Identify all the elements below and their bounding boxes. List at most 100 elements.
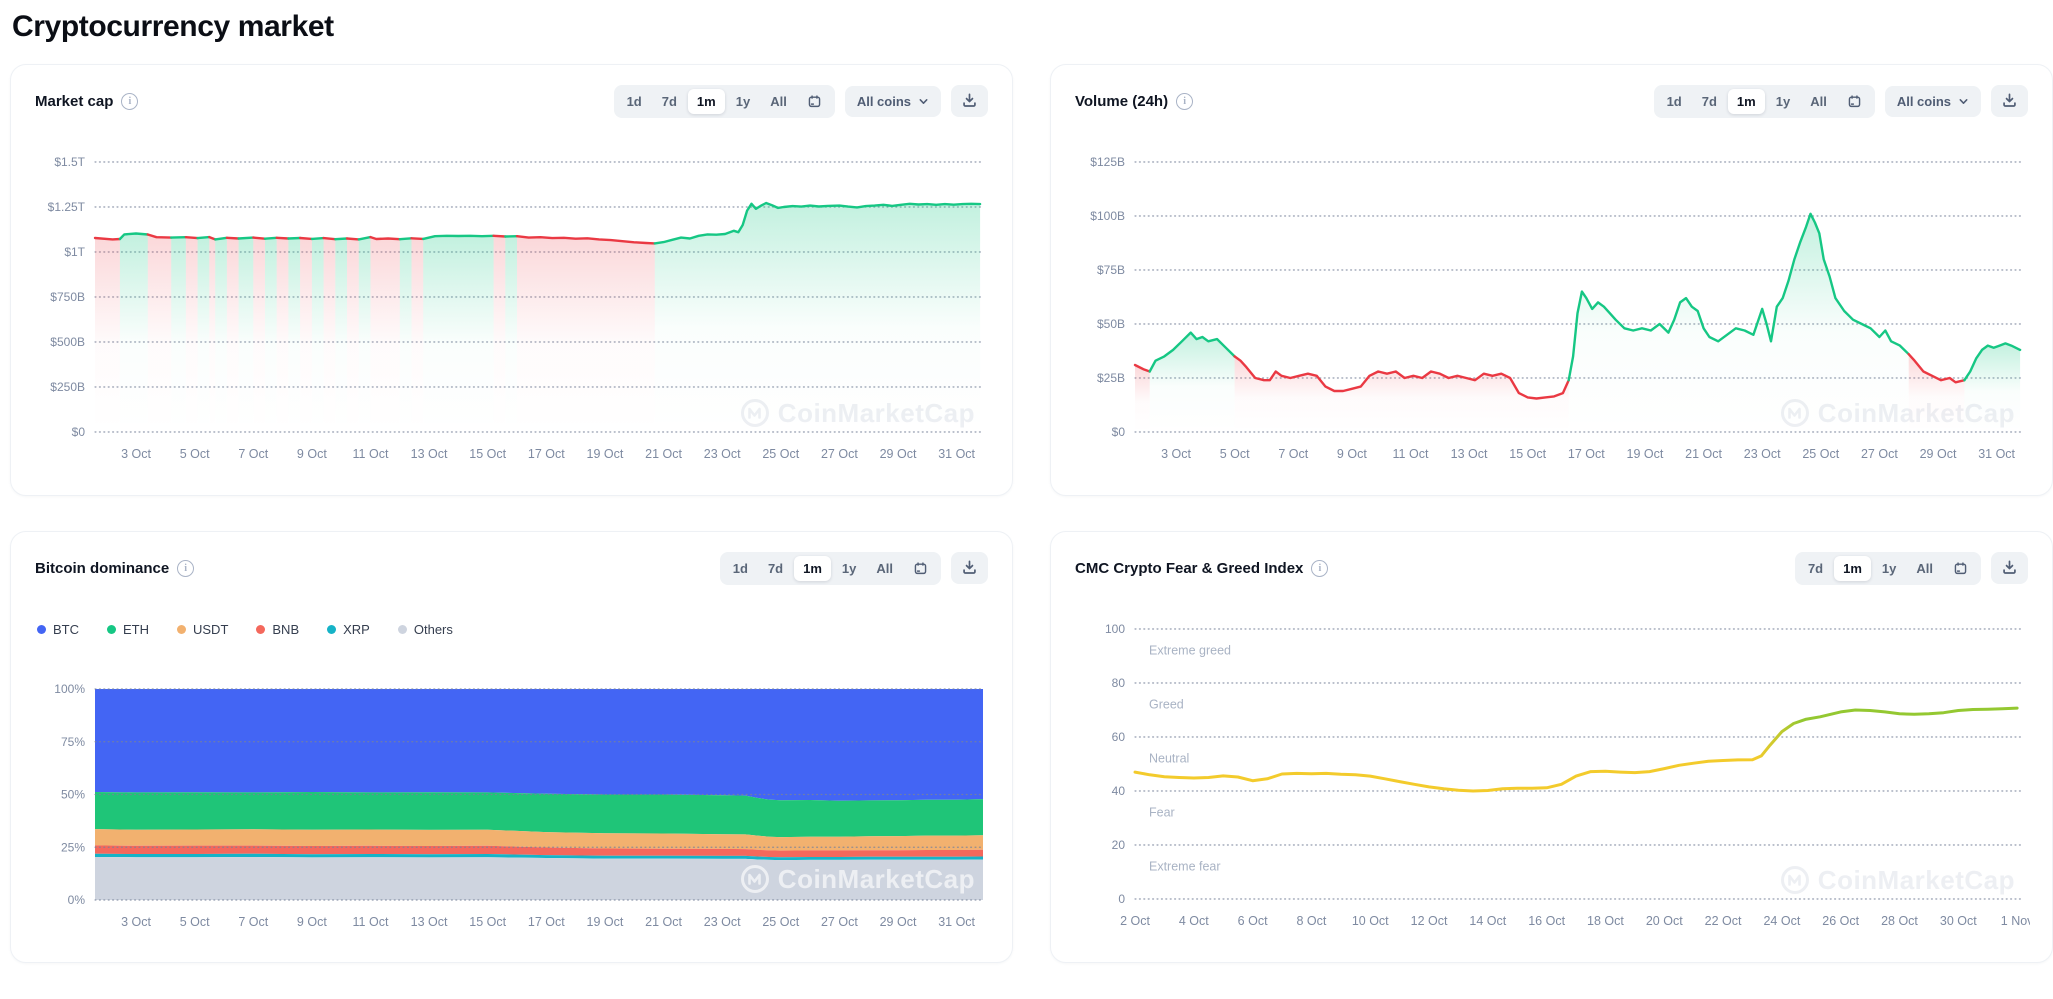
x-axis-label: 17 Oct [528, 447, 565, 461]
btc-dominance-chart[interactable]: CoinMarketCap 100% 75% 50% 25% 0% 3 Oct 5 Oct 7 … [35, 662, 988, 947]
y-axis-label: 60 [1112, 730, 1126, 744]
fear-greed-chart[interactable]: CoinMarketCap 100 80 60 40 20 0 2 Oct 4 Oct 6 Oct… [1075, 592, 2034, 952]
market-cap-chart[interactable]: CoinMarketCap$1.5T$1.25T$1T$750B$500B$25… [35, 125, 988, 485]
range-button-7d[interactable]: 7d [1799, 556, 1832, 581]
line-up-segment [118, 232, 150, 241]
y-axis-label: 80 [1112, 676, 1126, 690]
calendar-button[interactable] [1944, 556, 1977, 581]
range-button-1m[interactable]: 1m [1834, 555, 1871, 581]
x-axis-label: 11 Oct [1393, 447, 1429, 461]
calendar-button[interactable] [904, 556, 937, 581]
range-button-all[interactable]: All [867, 556, 902, 581]
y-axis-label: $125B [1090, 155, 1125, 169]
panel-title: CMC Crypto Fear & Greed Index [1075, 559, 1304, 577]
range-button-1d[interactable]: 1d [1658, 89, 1691, 114]
panel-title: Volume (24h) [1075, 92, 1169, 110]
line-up-segment [357, 235, 372, 241]
legend-item-xrp[interactable]: XRP [327, 622, 370, 637]
x-axis-label: 30 Oct [1940, 914, 1977, 928]
range-button-7d[interactable]: 7d [653, 89, 686, 114]
x-axis-label: 7 Oct [238, 915, 268, 929]
area-fill [119, 233, 148, 432]
area-fill [1964, 343, 2021, 432]
area-fill [265, 237, 277, 432]
legend-item-others[interactable]: Others [397, 622, 453, 637]
legend-item-eth[interactable]: ETH [107, 622, 149, 637]
range-button-all[interactable]: All [761, 89, 796, 114]
chart-svg-btc-dominance: CoinMarketCap 100% 75% 50% 25% 0% 3 Oct 5 Oct 7 … [54, 682, 984, 929]
info-icon[interactable]: i [1311, 559, 1329, 577]
range-button-7d[interactable]: 7d [759, 556, 792, 581]
calendar-button[interactable] [798, 89, 831, 114]
band-xrp [95, 853, 983, 861]
y-axis-label: 25% [61, 840, 85, 854]
calendar-button[interactable] [1838, 89, 1871, 114]
range-button-1y[interactable]: 1y [727, 89, 759, 114]
range-button-1d[interactable]: 1d [724, 556, 757, 581]
info-icon[interactable]: i [121, 92, 139, 110]
panel-header: Volume (24h) i 1d 7d 1m 1y All All coins [1075, 84, 2028, 118]
y-axis-label: 100% [54, 682, 85, 696]
download-button[interactable] [1991, 85, 2028, 117]
y-axis-label: $0 [1112, 425, 1126, 439]
legend-label: USDT [193, 621, 229, 637]
area-fill [288, 238, 301, 432]
zone-label: Extreme fear [1149, 860, 1221, 874]
range-button-1d[interactable]: 1d [618, 89, 651, 114]
range-button-1m[interactable]: 1m [687, 88, 725, 114]
svg-text:CoinMarketCap: CoinMarketCap [1818, 865, 2015, 895]
range-button-all[interactable]: All [1907, 556, 1942, 581]
info-icon[interactable]: i [1176, 92, 1194, 110]
coins-dropdown[interactable]: All coins [844, 85, 941, 117]
legend-item-btc[interactable]: BTC [37, 622, 79, 637]
range-button-1m[interactable]: 1m [794, 555, 831, 581]
panel-fear-greed: CMC Crypto Fear & Greed Index i 7d 1m 1y Al… [1050, 531, 2053, 963]
range-button-1m[interactable]: 1m [1727, 88, 1765, 114]
index-line [1133, 706, 2019, 793]
area-fill [1568, 213, 1909, 432]
chart-svg-market-cap: CoinMarketCap$1.5T$1.25T$1T$750B$500B$25… [48, 155, 984, 461]
line-up-segment [287, 236, 302, 240]
band-btc [95, 689, 983, 801]
range-selector: 1d 7d 1m 1y All [1653, 84, 1875, 118]
y-axis-label: $750B [50, 290, 85, 304]
line-up-segment [653, 201, 982, 245]
legend-dot [177, 624, 186, 634]
x-axis-label: 5 Oct [180, 915, 210, 929]
download-button[interactable] [951, 552, 988, 584]
page-title: Cryptocurrency market [12, 10, 334, 43]
range-button-1y[interactable]: 1y [833, 556, 865, 581]
download-button[interactable] [951, 85, 988, 117]
coins-dropdown[interactable]: All coins [1884, 85, 1981, 117]
legend-item-bnb[interactable]: BNB [256, 622, 299, 637]
x-axis-label: 4 Oct [1179, 914, 1209, 928]
line-down-segment [298, 236, 314, 241]
area-fill [347, 238, 359, 432]
line-up-segment [1148, 331, 1236, 373]
line-up-segment [310, 236, 325, 241]
x-axis-label: 27 Oct [821, 915, 858, 929]
line-up-segment [398, 237, 413, 241]
dominance-legend: BTC ETH USDT BNB XRP Others [37, 620, 988, 638]
download-icon [2003, 93, 2016, 107]
volume-chart[interactable]: CoinMarketCap$125B$100B$75B$50B$25B$03 O… [1075, 125, 2028, 485]
download-button[interactable] [1991, 552, 2028, 584]
line-down-segment [410, 237, 425, 241]
page: Cryptocurrency market Market cap i 1d 7d 1… [10, 10, 2053, 963]
x-axis-label: 19 Oct [1627, 447, 1664, 461]
area-fill [276, 237, 289, 432]
range-button-1y[interactable]: 1y [1767, 89, 1799, 114]
range-button-1y[interactable]: 1y [1873, 556, 1905, 581]
info-icon[interactable]: i [177, 559, 195, 577]
x-axis-label: 23 Oct [704, 915, 741, 929]
area-fill [311, 238, 324, 432]
line-down-segment [515, 234, 656, 245]
legend-dot [327, 624, 337, 634]
legend-item-usdt[interactable]: USDT [177, 622, 228, 637]
area-fill [300, 238, 312, 432]
x-axis-label: 3 Oct [1161, 447, 1191, 461]
range-button-all[interactable]: All [1801, 89, 1836, 114]
range-button-7d[interactable]: 7d [1693, 89, 1726, 114]
x-axis-label: 19 Oct [587, 915, 624, 929]
area-fill [358, 237, 371, 432]
